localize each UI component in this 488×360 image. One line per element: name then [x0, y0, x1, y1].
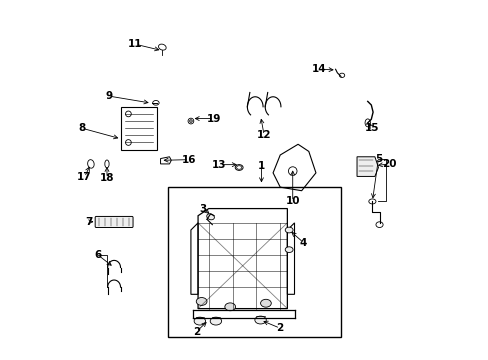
Bar	[167, 187, 340, 337]
Text: 10: 10	[285, 197, 299, 206]
Text: 20: 20	[381, 159, 396, 169]
Ellipse shape	[210, 317, 221, 325]
Ellipse shape	[285, 247, 292, 252]
Text: 7: 7	[85, 217, 93, 227]
Text: 17: 17	[77, 172, 92, 182]
Ellipse shape	[235, 165, 243, 170]
Text: 14: 14	[311, 64, 326, 74]
FancyBboxPatch shape	[95, 216, 133, 228]
Text: 12: 12	[256, 130, 271, 140]
Text: 2: 2	[276, 323, 283, 333]
Ellipse shape	[87, 160, 94, 168]
Text: 15: 15	[365, 123, 379, 133]
Ellipse shape	[254, 316, 266, 324]
Ellipse shape	[196, 297, 206, 305]
Text: 16: 16	[182, 155, 196, 165]
Ellipse shape	[236, 166, 241, 169]
Circle shape	[288, 167, 296, 175]
Text: 5: 5	[374, 154, 381, 163]
Ellipse shape	[368, 199, 375, 204]
Ellipse shape	[285, 227, 292, 233]
Text: 4: 4	[299, 238, 306, 248]
Text: 18: 18	[100, 173, 114, 183]
Text: 3: 3	[200, 203, 206, 213]
Text: 6: 6	[94, 250, 102, 260]
Ellipse shape	[339, 73, 344, 77]
Ellipse shape	[194, 317, 205, 325]
Ellipse shape	[189, 120, 192, 122]
Ellipse shape	[260, 299, 271, 307]
Ellipse shape	[206, 214, 214, 220]
Ellipse shape	[152, 100, 159, 105]
Circle shape	[125, 111, 131, 117]
Text: 2: 2	[192, 327, 200, 337]
Text: 19: 19	[206, 113, 221, 123]
Ellipse shape	[158, 44, 166, 50]
Text: 13: 13	[212, 159, 226, 170]
Ellipse shape	[224, 303, 235, 311]
Text: 9: 9	[105, 91, 112, 101]
Ellipse shape	[104, 160, 109, 168]
Ellipse shape	[365, 119, 370, 127]
Text: 8: 8	[78, 123, 85, 133]
Polygon shape	[356, 157, 378, 176]
Ellipse shape	[375, 222, 382, 228]
Text: 11: 11	[128, 39, 142, 49]
Ellipse shape	[188, 118, 193, 124]
Text: 1: 1	[257, 161, 264, 171]
Circle shape	[125, 140, 131, 145]
